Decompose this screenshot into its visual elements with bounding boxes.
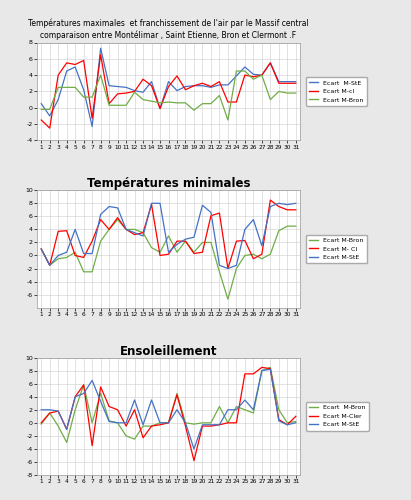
Legend: Ecart  M-StE, Ecart M-cl, Ecart M-Bron: Ecart M-StE, Ecart M-cl, Ecart M-Bron — [306, 77, 367, 106]
Title: Températures minimales: Températures minimales — [87, 178, 250, 190]
Legend: Ecart  M-Bron, Ecart M-Cler, Ecart M-StE: Ecart M-Bron, Ecart M-Cler, Ecart M-StE — [306, 402, 369, 430]
Legend: Ecart M-Bron, Ecart M- Cl, Ecart M-StE: Ecart M-Bron, Ecart M- Cl, Ecart M-StE — [306, 234, 367, 264]
Title: Températures maximales  et franchissement de l'air par le Massif central
compara: Températures maximales et franchissement… — [28, 18, 309, 40]
Title: Ensoleillement: Ensoleillement — [120, 344, 217, 358]
